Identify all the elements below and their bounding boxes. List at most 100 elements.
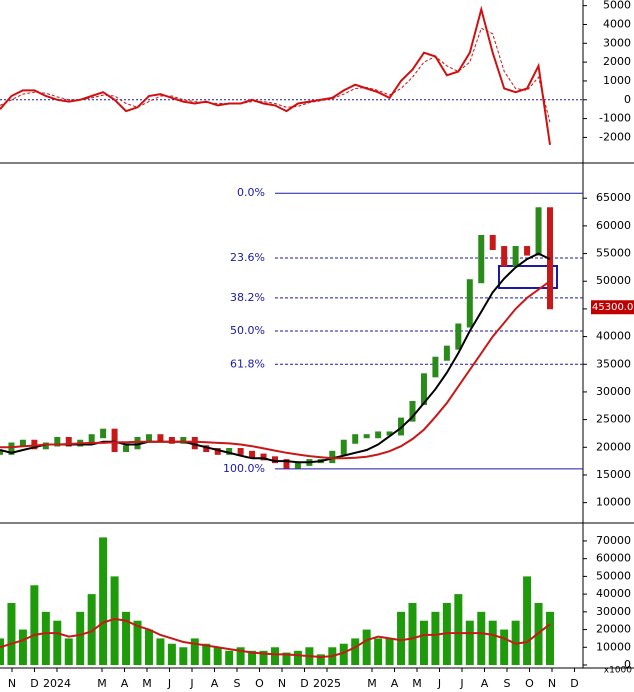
- x-tick-label: J: [189, 677, 193, 690]
- fib-label: 0.0%: [237, 186, 265, 199]
- candle: [478, 234, 485, 284]
- volume-bar: [53, 620, 62, 665]
- volume-bar: [282, 652, 291, 665]
- candle: [501, 246, 508, 267]
- candle: [329, 450, 336, 464]
- candle: [0, 450, 3, 455]
- x-tick-label: S: [234, 677, 241, 690]
- volume-bar: [236, 647, 245, 665]
- price-tag: 45300.00: [592, 302, 634, 313]
- x-tick-label: N: [548, 677, 556, 690]
- candle: [168, 436, 175, 444]
- volume-bar: [293, 650, 302, 665]
- volume-bar: [133, 620, 142, 665]
- volume-bar: [454, 594, 463, 665]
- x-tick-label: M: [142, 677, 152, 690]
- volume-bar: [419, 620, 428, 665]
- y-tick-label: 3000: [603, 36, 631, 49]
- candle: [134, 436, 141, 450]
- y-tick-label: 65000: [596, 191, 631, 204]
- x-tick-label: N: [8, 677, 16, 690]
- candle: [249, 450, 256, 458]
- volume-bar: [259, 650, 268, 665]
- volume-bar: [7, 602, 16, 665]
- x-tick-label: A: [481, 677, 489, 690]
- volume-bar: [110, 576, 119, 665]
- candle: [283, 459, 290, 469]
- y-tick-label: 20000: [596, 440, 631, 453]
- candle: [420, 373, 427, 405]
- candle: [455, 323, 462, 350]
- y-tick-label: 55000: [596, 247, 631, 260]
- candle: [432, 356, 439, 378]
- y-tick-label: 60000: [596, 552, 631, 565]
- x-tick-label: J: [437, 677, 441, 690]
- volume-bar: [144, 629, 153, 665]
- volume-bar: [225, 650, 234, 665]
- y-tick-label: 2000: [603, 55, 631, 68]
- y-tick-label: 30000: [596, 605, 631, 618]
- volume-bar: [385, 638, 394, 665]
- candle: [214, 448, 221, 455]
- volume-bar: [156, 638, 165, 665]
- volume-bar: [408, 602, 417, 665]
- volume-bar: [362, 629, 371, 665]
- candle: [524, 246, 531, 256]
- candle: [111, 428, 118, 453]
- candle: [352, 434, 359, 444]
- candle: [375, 431, 382, 439]
- candle: [123, 445, 130, 453]
- y-tick-label: 50000: [596, 569, 631, 582]
- x-tick-label: D: [30, 677, 38, 690]
- price-tag-bg: [591, 300, 634, 315]
- fib-label: 50.0%: [230, 324, 265, 337]
- series-line: [0, 252, 551, 464]
- x-tick-label: O: [255, 677, 264, 690]
- candle: [157, 434, 164, 441]
- x-tick-label: M: [367, 677, 377, 690]
- volume-bar: [339, 643, 348, 665]
- y-tick-label: 5000: [603, 0, 631, 12]
- y-tick-label: 60000: [596, 219, 631, 232]
- candle: [237, 448, 244, 455]
- candle: [386, 431, 393, 436]
- volume-bar: [271, 647, 279, 665]
- y-tick-label: 0: [624, 658, 631, 671]
- x-tick-label: A: [121, 677, 129, 690]
- y-tick-label: 15000: [596, 468, 631, 481]
- y-tick-label: 50000: [596, 274, 631, 287]
- y-tick-label: 0: [624, 93, 631, 106]
- volume-bar: [167, 643, 176, 665]
- y-tick-label: -1000: [599, 112, 631, 125]
- x-tick-label: A: [211, 677, 219, 690]
- volume-bar: [87, 594, 96, 665]
- x-tick-label: 2024: [43, 677, 71, 690]
- candle: [145, 434, 152, 441]
- series-line: [0, 617, 551, 659]
- series-line: [0, 27, 551, 123]
- volume-bar: [431, 611, 440, 665]
- x-tick-label: M: [97, 677, 107, 690]
- volume-bar: [477, 611, 486, 665]
- candle: [363, 434, 370, 439]
- series-line: [0, 280, 551, 460]
- x-tick-label: D: [300, 677, 308, 690]
- y-tick-label: -2000: [599, 130, 631, 143]
- volume-bar: [500, 629, 509, 665]
- volume-bar: [213, 647, 222, 665]
- candle: [466, 279, 473, 328]
- x-tick-label: S: [504, 677, 511, 690]
- y-tick-label: 1000: [603, 74, 631, 87]
- y-tick-label: 40000: [596, 330, 631, 343]
- x-tick-label: 2025: [313, 677, 341, 690]
- y-tick-label: 70000: [596, 534, 631, 547]
- volume-bar: [30, 585, 39, 665]
- candle: [272, 456, 278, 464]
- candle: [42, 442, 49, 450]
- volume-bar: [179, 647, 188, 665]
- x-tick-label: M: [412, 677, 422, 690]
- candle: [340, 439, 347, 455]
- candle: [203, 445, 210, 453]
- candle: [180, 436, 187, 444]
- volume-bar: [64, 638, 73, 665]
